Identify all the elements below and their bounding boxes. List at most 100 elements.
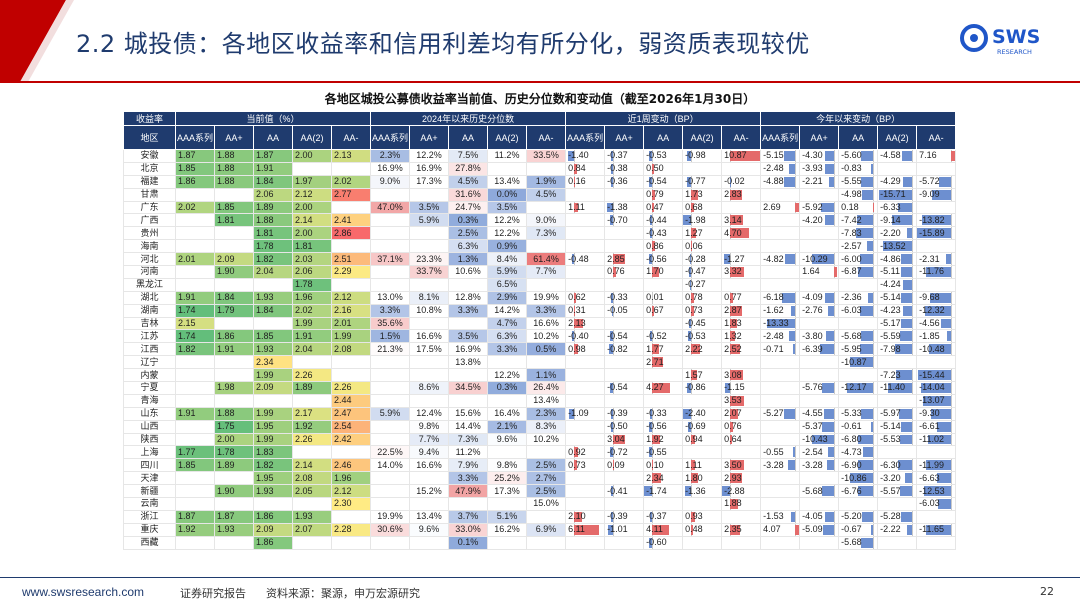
change-bar: [906, 228, 912, 239]
change-value: 0.76: [724, 421, 742, 432]
zero-axis: [690, 150, 692, 162]
percentile-cell: 33.0%: [448, 522, 489, 537]
percentile-cell: [370, 226, 411, 241]
ytd-change-cell: [760, 265, 801, 279]
current-value-cell: 2.02: [330, 174, 372, 189]
current-value-cell: 1.93: [253, 290, 293, 305]
week-change-cell: -1.38: [604, 200, 645, 215]
current-value-cell: 1.87: [253, 149, 293, 163]
zero-axis: [833, 253, 835, 265]
zero-axis: [794, 292, 796, 304]
current-value-cell: 2.41: [330, 213, 372, 228]
percentile-cell: 0.9%: [487, 239, 528, 254]
zero-axis: [833, 382, 835, 394]
current-value-cell: [330, 445, 372, 460]
week-change-cell: -0.53: [682, 329, 723, 344]
zero-axis: [833, 485, 835, 497]
percentile-cell: 27.8%: [448, 161, 489, 176]
ytd-change-cell: -4.55: [799, 406, 840, 421]
week-change-cell: [565, 213, 606, 228]
week-change-cell: [604, 187, 645, 202]
zero-axis: [950, 524, 952, 536]
current-value-cell: 1.89: [214, 458, 254, 473]
zero-axis: [950, 318, 952, 329]
zero-axis: [651, 446, 653, 458]
zero-axis: [911, 408, 913, 420]
zero-axis: [911, 524, 913, 536]
change-value: -6.03: [841, 305, 862, 316]
zero-axis: [911, 214, 913, 226]
change-value: -0.53: [685, 330, 706, 341]
change-value: 3.14: [724, 214, 742, 225]
change-bar: [811, 434, 834, 445]
percentile-cell: 1.3%: [448, 252, 489, 267]
week-change-cell: [565, 484, 606, 499]
week-change-cell: 0.06: [682, 239, 723, 254]
week-change-cell: 1.88: [721, 497, 762, 511]
change-value: -3.28: [802, 459, 823, 470]
change-bar: [899, 486, 912, 497]
change-bar: [923, 395, 951, 406]
change-value: -0.56: [646, 253, 667, 264]
change-bar: [651, 267, 659, 277]
ytd-change-cell: [916, 200, 957, 215]
percentile-cell: [487, 355, 528, 370]
region-cell: 陕西: [123, 432, 176, 447]
week-change-cell: 3.14: [721, 213, 762, 228]
percentile-cell: 16.4%: [487, 406, 528, 421]
ytd-change-cell: -5.72: [916, 174, 957, 189]
change-bar: [871, 421, 873, 432]
week-change-cell: [643, 497, 684, 511]
ytd-change-cell: [877, 393, 918, 408]
ytd-change-cell: [799, 497, 840, 511]
ytd-change-cell: 7.16: [916, 149, 957, 163]
subcol-header: AA(2): [682, 125, 723, 150]
change-value: 0.16: [568, 176, 586, 187]
ytd-change-cell: 0.18: [838, 200, 879, 215]
ytd-change-cell: -0.61: [838, 419, 879, 434]
footer-url[interactable]: www.swsresearch.com: [22, 585, 145, 599]
ytd-change-cell: -3.28: [760, 458, 801, 473]
change-bar: [900, 511, 912, 522]
change-value: -0.55: [763, 446, 784, 457]
week-change-cell: 0.01: [643, 290, 684, 305]
ytd-change-cell: -12.53: [916, 484, 957, 499]
week-change-cell: [565, 226, 606, 241]
week-change-cell: 3.32: [721, 265, 762, 279]
percentile-cell: 1.5%: [370, 329, 411, 344]
change-bar: [861, 408, 873, 419]
percentile-cell: 9.8%: [409, 419, 450, 434]
week-change-cell: [604, 355, 645, 370]
week-change-cell: 2.10: [565, 509, 606, 524]
change-value: -6.33: [880, 202, 901, 212]
change-bar: [611, 292, 613, 303]
zero-axis: [690, 279, 692, 291]
change-bar: [688, 267, 691, 277]
percentile-cell: [370, 381, 411, 395]
change-bar: [900, 318, 912, 329]
change-bar: [858, 267, 873, 277]
percentile-cell: [409, 497, 450, 511]
change-value: 1.27: [685, 227, 703, 238]
change-value: -5.76: [802, 382, 823, 393]
ytd-change-cell: -4.20: [799, 213, 840, 228]
week-change-cell: 4.70: [721, 226, 762, 241]
change-value: -5.59: [880, 330, 901, 341]
change-value: -0.67: [841, 524, 862, 535]
ytd-change-cell: [838, 368, 879, 383]
group-header-percentile: 2024年以来历史分位数: [370, 111, 567, 126]
week-change-cell: -0.27: [682, 277, 723, 292]
week-change-cell: 0.31: [565, 303, 606, 318]
change-value: -5.55: [841, 176, 862, 187]
region-cell: 江西: [123, 342, 176, 357]
change-value: -1.40: [568, 150, 589, 161]
change-value: -1.74: [646, 485, 667, 496]
current-value-cell: 2.06: [292, 265, 332, 279]
week-change-cell: 0.62: [565, 290, 606, 305]
table-row: 辽宁 2.34 13.8% 2.71 -10.87: [123, 355, 957, 370]
subcol-header: AAA系列: [175, 125, 215, 150]
zero-axis: [833, 202, 835, 213]
ytd-change-cell: -4.98: [838, 187, 879, 202]
subcol-header: AA(2): [487, 125, 528, 150]
percentile-cell: [370, 265, 411, 279]
